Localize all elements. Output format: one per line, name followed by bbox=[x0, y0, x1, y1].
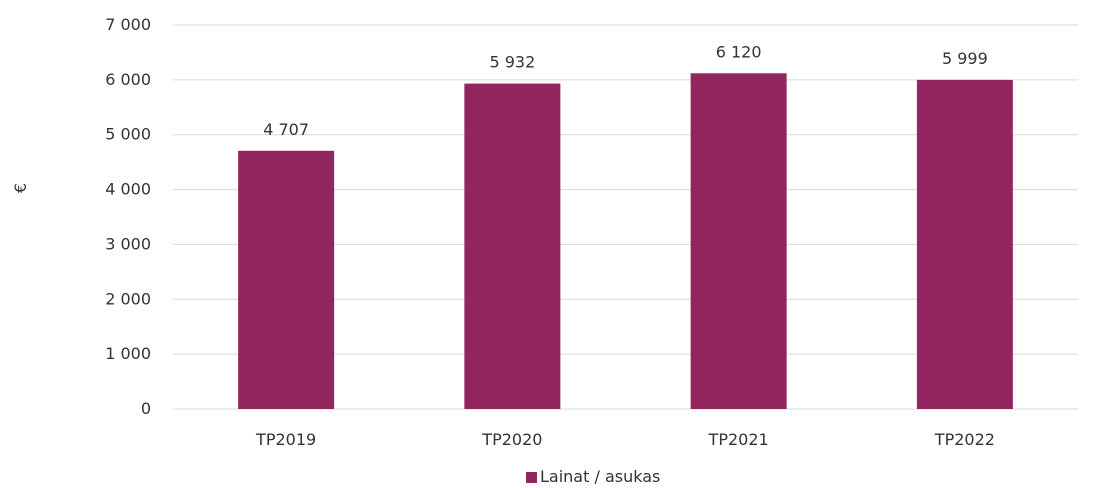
y-axis-ticks: 0 1 000 2 000 3 000 4 000 5 000 6 000 7 000 bbox=[105, 15, 151, 418]
y-tick-label: 6 000 bbox=[105, 70, 151, 89]
y-tick-label: 5 000 bbox=[105, 125, 151, 144]
data-label: 4 707 bbox=[263, 120, 309, 139]
x-axis-ticks: TP2019 TP2020 TP2021 TP2022 bbox=[255, 430, 995, 449]
data-label: 5 999 bbox=[942, 49, 988, 68]
x-tick-label: TP2021 bbox=[708, 430, 769, 449]
bar bbox=[464, 84, 560, 409]
legend-swatch bbox=[526, 472, 537, 483]
y-tick-label: 4 000 bbox=[105, 180, 151, 199]
data-label: 5 932 bbox=[489, 53, 535, 72]
legend: Lainat / asukas bbox=[526, 467, 660, 486]
y-tick-label: 0 bbox=[141, 399, 151, 418]
data-labels: 4 707 5 932 6 120 5 999 bbox=[263, 42, 988, 139]
bar bbox=[917, 80, 1013, 409]
data-label: 6 120 bbox=[716, 42, 762, 61]
y-tick-label: 2 000 bbox=[105, 289, 151, 308]
x-tick-label: TP2019 bbox=[255, 430, 316, 449]
legend-label: Lainat / asukas bbox=[540, 467, 660, 486]
y-tick-label: 3 000 bbox=[105, 234, 151, 253]
y-tick-label: 1 000 bbox=[105, 344, 151, 363]
y-axis-title: € bbox=[11, 183, 30, 193]
bar bbox=[238, 151, 334, 409]
x-tick-label: TP2022 bbox=[934, 430, 995, 449]
y-tick-label: 7 000 bbox=[105, 15, 151, 34]
bar bbox=[691, 73, 787, 409]
bars bbox=[238, 73, 1013, 409]
x-tick-label: TP2020 bbox=[481, 430, 542, 449]
